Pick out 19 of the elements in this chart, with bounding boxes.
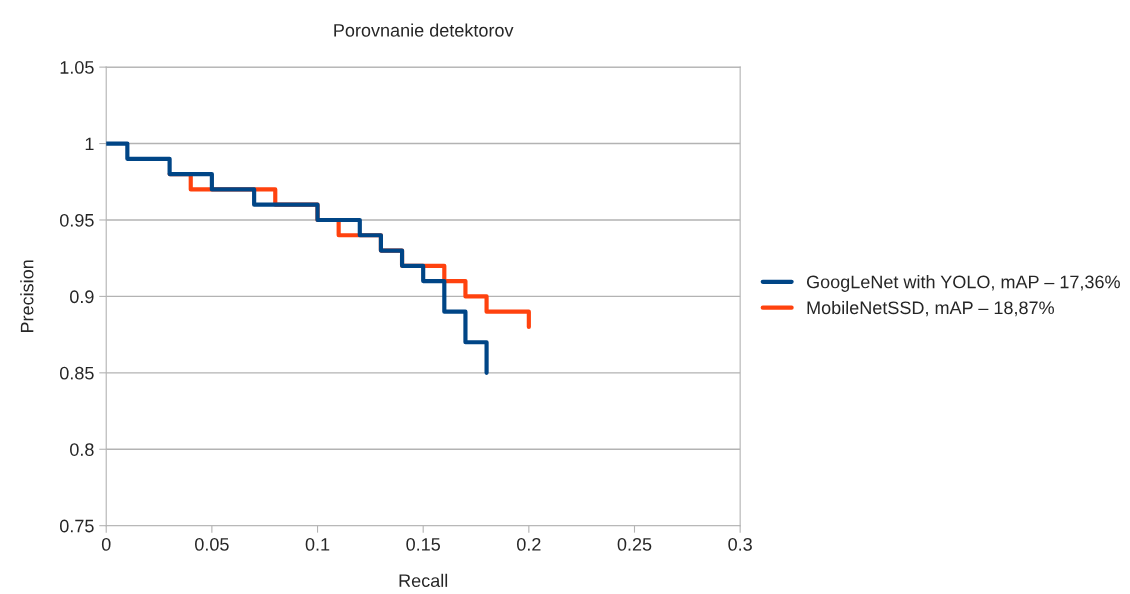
legend-label: GoogLeNet with YOLO, mAP – 17,36% [806,275,1120,292]
legend-label: MobileNetSSD, mAP – 18,87% [807,300,1054,317]
x-tick-label: 0.3 [728,537,752,551]
y-tick-label: 0.8 [70,443,94,456]
x-tick-label: 0.25 [617,537,652,551]
y-tick-label: 0.9 [70,290,94,304]
x-tick-label: 0.15 [406,537,440,551]
x-tick-label: 0.05 [195,537,229,551]
y-tick-label: 0.95 [59,213,94,227]
x-tick-label: 0.2 [517,537,541,551]
x-tick-label: 0.1 [305,537,330,551]
chart-title: Porovnanie detektorov [334,23,514,37]
y-tick-label: 0.85 [59,366,94,380]
x-axis-title: Recall [399,573,448,588]
y-tick-label: 1 [85,137,94,151]
x-tick-label: 0 [101,537,111,551]
y-axis-title: Precision [20,260,34,333]
y-tick-label: 1.05 [60,61,94,74]
y-tick-label: 0.75 [59,519,94,533]
